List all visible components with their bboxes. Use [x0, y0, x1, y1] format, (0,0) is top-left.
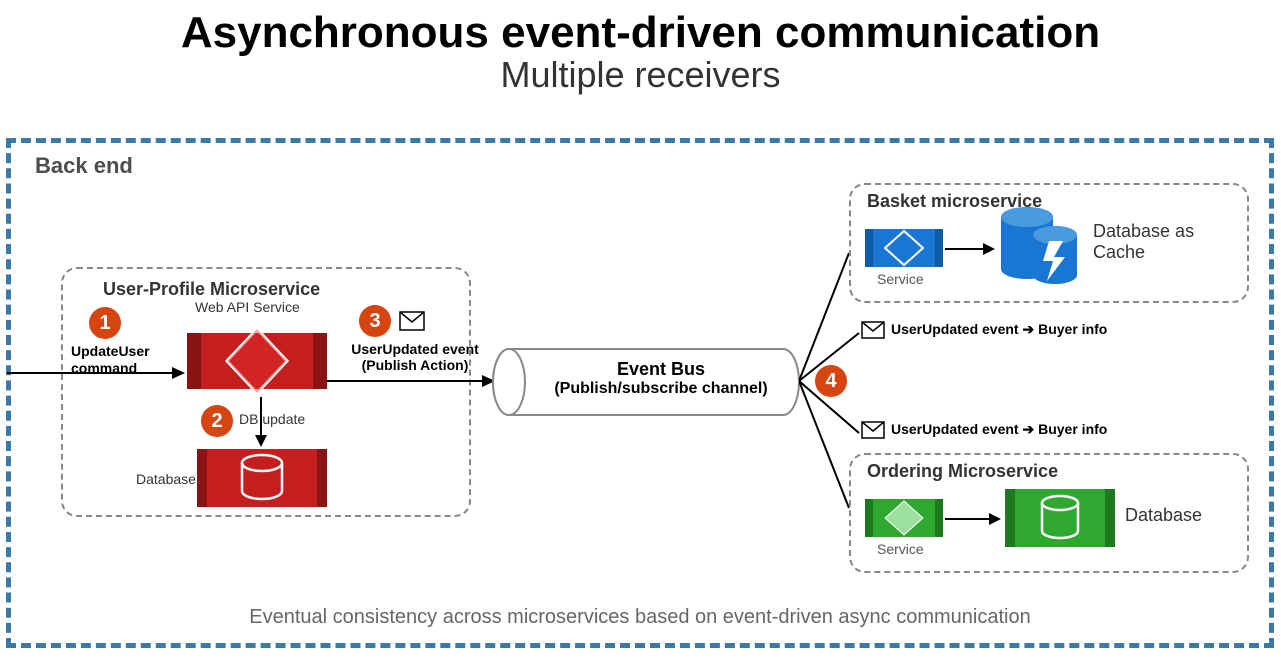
footer-text: Eventual consistency across microservice… [11, 606, 1269, 629]
envelope-icon-buyer-2 [861, 421, 885, 439]
basket-service-icon [865, 223, 943, 273]
basket-arrow [945, 239, 997, 259]
ordering-arrow [945, 509, 1003, 529]
web-api-service-icon [187, 321, 327, 401]
step-2-badge: 2 [201, 405, 233, 437]
ordering-service-icon [865, 493, 943, 543]
buyer-info-1: UserUpdated event ➔ Buyer info [891, 321, 1107, 338]
subtitle: Multiple receivers [0, 54, 1281, 96]
user-database-label: Database [136, 471, 196, 487]
user-profile-title: User-Profile Microservice [103, 279, 320, 300]
backend-label: Back end [35, 153, 133, 179]
basket-db-label: Database as Cache [1093, 221, 1194, 263]
web-api-label: Web API Service [195, 299, 300, 315]
main-title: Asynchronous event-driven communication [0, 8, 1281, 58]
db-update-arrow [251, 397, 271, 447]
incoming-arrow [7, 363, 187, 383]
event-bus-title: Event Bus (Publish/subscribe channel) [531, 359, 791, 398]
user-database-icon [197, 443, 327, 513]
user-updated-event-label: UserUpdated event (Publish Action) [335, 341, 495, 373]
buyer-info-2: UserUpdated event ➔ Buyer info [891, 421, 1107, 438]
step-1-badge: 1 [89, 307, 121, 339]
ordering-title: Ordering Microservice [867, 461, 1058, 482]
envelope-icon-3 [399, 311, 425, 331]
step-3-badge: 3 [359, 305, 391, 337]
ordering-db-label: Database [1125, 505, 1202, 526]
ordering-db-icon [1005, 481, 1115, 555]
db-update-label: DB update [239, 411, 305, 427]
basket-db-icon [997, 201, 1085, 291]
ordering-service-label: Service [877, 541, 924, 557]
backend-container: Back end User-Profile Microservice 1 2 3… [6, 138, 1274, 648]
basket-service-label: Service [877, 271, 924, 287]
envelope-icon-buyer-1 [861, 321, 885, 339]
to-event-bus-arrow [327, 371, 497, 391]
